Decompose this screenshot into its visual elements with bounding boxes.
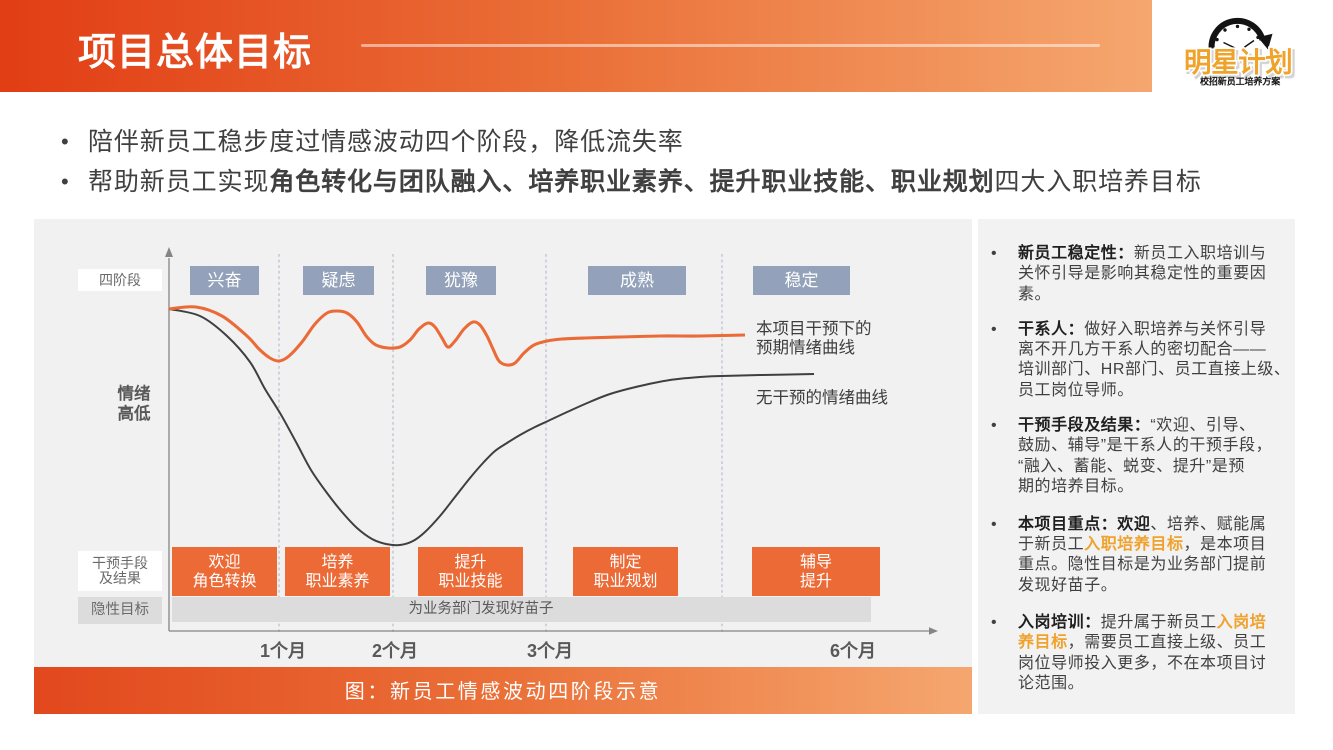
svg-text:明星计划: 明星计划 (1184, 47, 1292, 78)
svg-text:明星计划: 明星计划 (1186, 49, 1294, 80)
svg-text:校招新员工培养方案: 校招新员工培养方案 (1200, 76, 1281, 87)
